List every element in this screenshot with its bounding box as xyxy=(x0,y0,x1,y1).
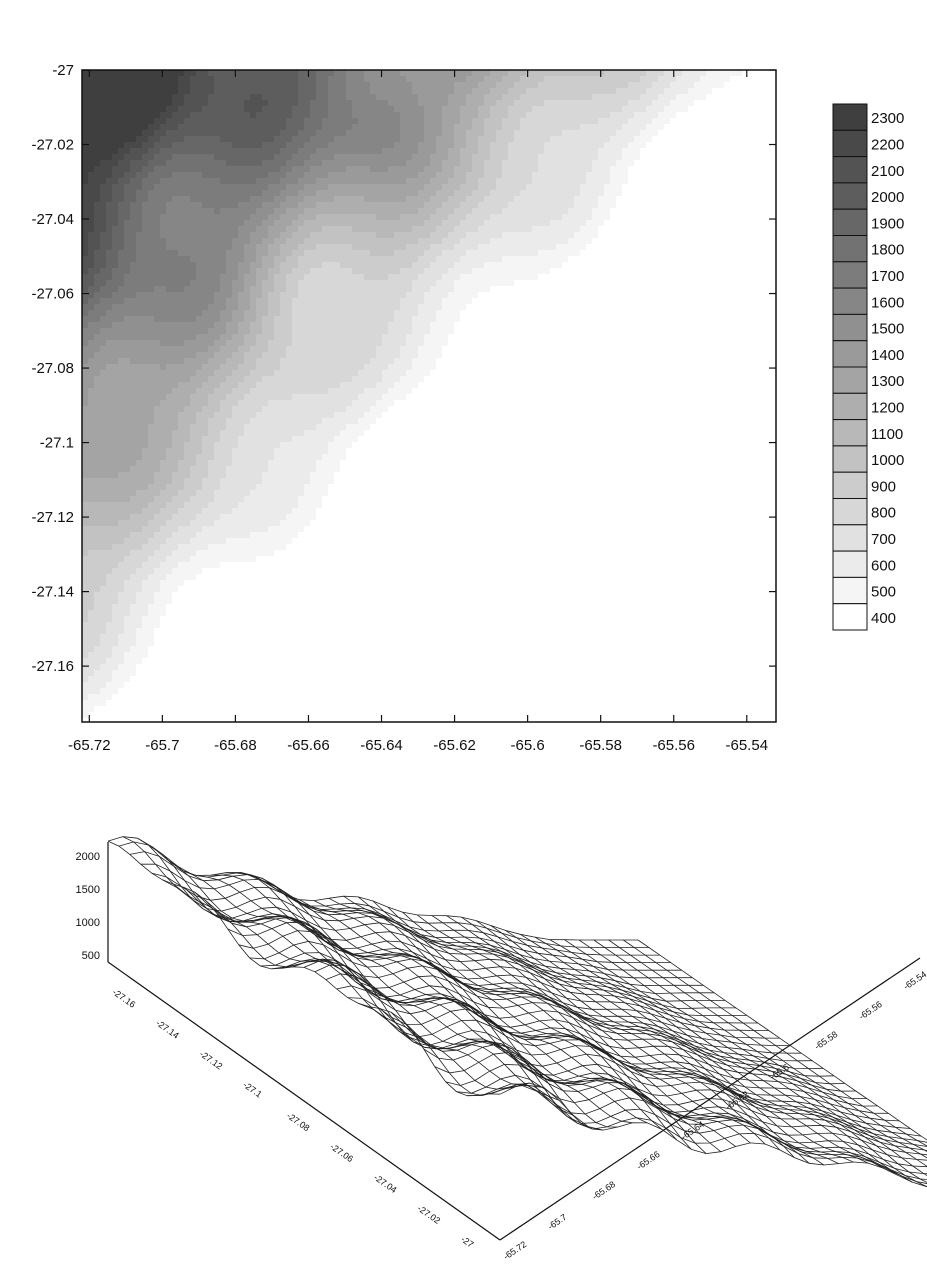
mesh-line xyxy=(348,998,878,1107)
x-tick-label: -65.64 xyxy=(360,737,403,754)
legend-swatch xyxy=(833,472,867,498)
z-tick-label: 1000 xyxy=(76,917,100,929)
x-tick-label: -65.66 xyxy=(287,737,330,754)
x-tick-label: -65.54 xyxy=(902,969,927,992)
legend-label: 1100 xyxy=(871,426,903,443)
legend-label: 500 xyxy=(871,584,896,601)
mesh-line xyxy=(520,934,912,1182)
x-tick-label: -65.58 xyxy=(579,737,622,754)
legend-swatch xyxy=(833,446,867,472)
surface-mesh xyxy=(108,837,927,1208)
x-tick-label: -65.56 xyxy=(857,999,884,1022)
legend-label: 1900 xyxy=(871,215,904,232)
x-tick-label: -65.66 xyxy=(635,1149,662,1172)
legend-swatch xyxy=(833,420,867,446)
legend-label: 1200 xyxy=(871,399,904,416)
color-legend: 2300 2200 2100 2000 1900 1800 1700 1600 1500 1400… xyxy=(833,104,904,630)
x-tick-label: -65.58 xyxy=(813,1029,840,1052)
contour-map-panel: -65.72 -65.7 -65.68 -65.66 -65.64 -65.62 -65.6… xyxy=(0,0,927,780)
y-tick-label: -27.14 xyxy=(154,1018,181,1041)
legend-label: 2100 xyxy=(871,163,904,180)
legend-label: 1800 xyxy=(871,242,904,259)
legend-swatch xyxy=(833,551,867,577)
mesh-line xyxy=(535,937,927,1187)
x-tick-label: -65.68 xyxy=(214,737,257,754)
legend-label: 900 xyxy=(871,478,896,495)
y-tick-label: -27.1 xyxy=(40,435,74,452)
legend-label: 1700 xyxy=(871,268,904,285)
y-tick-label: -27.08 xyxy=(285,1110,312,1133)
legend-label: 600 xyxy=(871,557,896,574)
legend-swatch xyxy=(833,262,867,288)
y-axis-line xyxy=(108,962,500,1240)
x-tick-label: -65.56 xyxy=(652,737,695,754)
y-tick-label: -27.12 xyxy=(198,1049,225,1072)
mesh-line xyxy=(506,930,898,1175)
x-tick-label: -65.7 xyxy=(145,737,179,754)
legend-swatch xyxy=(833,288,867,314)
legend-label: 1300 xyxy=(871,373,904,390)
legend-label: 1600 xyxy=(871,294,904,311)
x-tick-label: -65.72 xyxy=(502,1239,529,1262)
contour-map: -65.72 -65.7 -65.68 -65.66 -65.64 -65.62 -65.6… xyxy=(0,0,927,780)
legend-label: 2000 xyxy=(871,189,904,206)
y-tick-label: -27.04 xyxy=(31,211,74,228)
y-tick-label: -27.08 xyxy=(31,360,74,377)
y-tick-label: -27.16 xyxy=(31,658,74,675)
legend-swatch xyxy=(833,499,867,525)
legend-label: 800 xyxy=(871,505,896,522)
legend-swatch xyxy=(833,104,867,130)
legend-swatch xyxy=(833,209,867,235)
legend-label: 700 xyxy=(871,531,896,548)
surface-plot-panel: 2000 1500 1000 500 -27.16 -27.14 -27.12 -27.1 -2… xyxy=(0,790,927,1278)
y-tick-label: -27.06 xyxy=(328,1141,355,1164)
y-tick-label: -27.04 xyxy=(372,1172,399,1195)
mesh-line xyxy=(108,837,638,940)
y-tick-label: -27 xyxy=(52,62,74,79)
contour-bands xyxy=(82,70,779,725)
legend-swatch xyxy=(833,183,867,209)
legend-swatch xyxy=(833,577,867,603)
legend-swatch xyxy=(833,314,867,340)
legend-swatch xyxy=(833,236,867,262)
legend-label: 1500 xyxy=(871,321,904,338)
legend-swatch xyxy=(833,604,867,630)
x-tick-label: -65.7 xyxy=(546,1212,569,1232)
y-tick-label: -27.14 xyxy=(31,584,74,601)
legend-label: 400 xyxy=(871,610,896,627)
x-tick-label: -65.68 xyxy=(590,1179,617,1202)
legend-label: 1400 xyxy=(871,347,904,364)
y-tick-label: -27.12 xyxy=(31,509,74,526)
legend-label: 2200 xyxy=(871,136,904,153)
y-tick-label: -27.16 xyxy=(111,987,138,1010)
legend-swatch xyxy=(833,157,867,183)
y-tick-label: -27.06 xyxy=(31,286,74,303)
legend-label: 1000 xyxy=(871,452,904,469)
legend-swatch xyxy=(833,393,867,419)
x-tick-label: -65.6 xyxy=(511,737,545,754)
mesh-line xyxy=(293,959,823,1068)
y-tick-label: -27.02 xyxy=(31,137,74,154)
legend-label: 2300 xyxy=(871,110,904,127)
mesh-line xyxy=(489,1084,927,1200)
z-tick-label: 1500 xyxy=(76,884,100,896)
mesh-line xyxy=(500,1083,927,1207)
legend-swatch xyxy=(833,341,867,367)
legend-swatch xyxy=(833,130,867,156)
y-tick-label: -27 xyxy=(459,1234,475,1250)
x-tick-label: -65.72 xyxy=(68,737,111,754)
mesh-line xyxy=(550,940,927,1189)
x-tick-label: -65.54 xyxy=(726,737,769,754)
x-tick-label: -65.62 xyxy=(433,737,476,754)
z-tick-label: 2000 xyxy=(76,851,100,863)
mesh-line xyxy=(108,841,500,1096)
y-tick-label: -27.02 xyxy=(416,1203,443,1226)
y-tick-label: -27.1 xyxy=(241,1080,264,1100)
legend-swatch xyxy=(833,367,867,393)
mesh-line xyxy=(123,837,515,1096)
z-tick-label: 500 xyxy=(82,950,100,962)
surface-plot: 2000 1500 1000 500 -27.16 -27.14 -27.12 -27.1 -2… xyxy=(0,790,927,1278)
legend-swatch xyxy=(833,525,867,551)
